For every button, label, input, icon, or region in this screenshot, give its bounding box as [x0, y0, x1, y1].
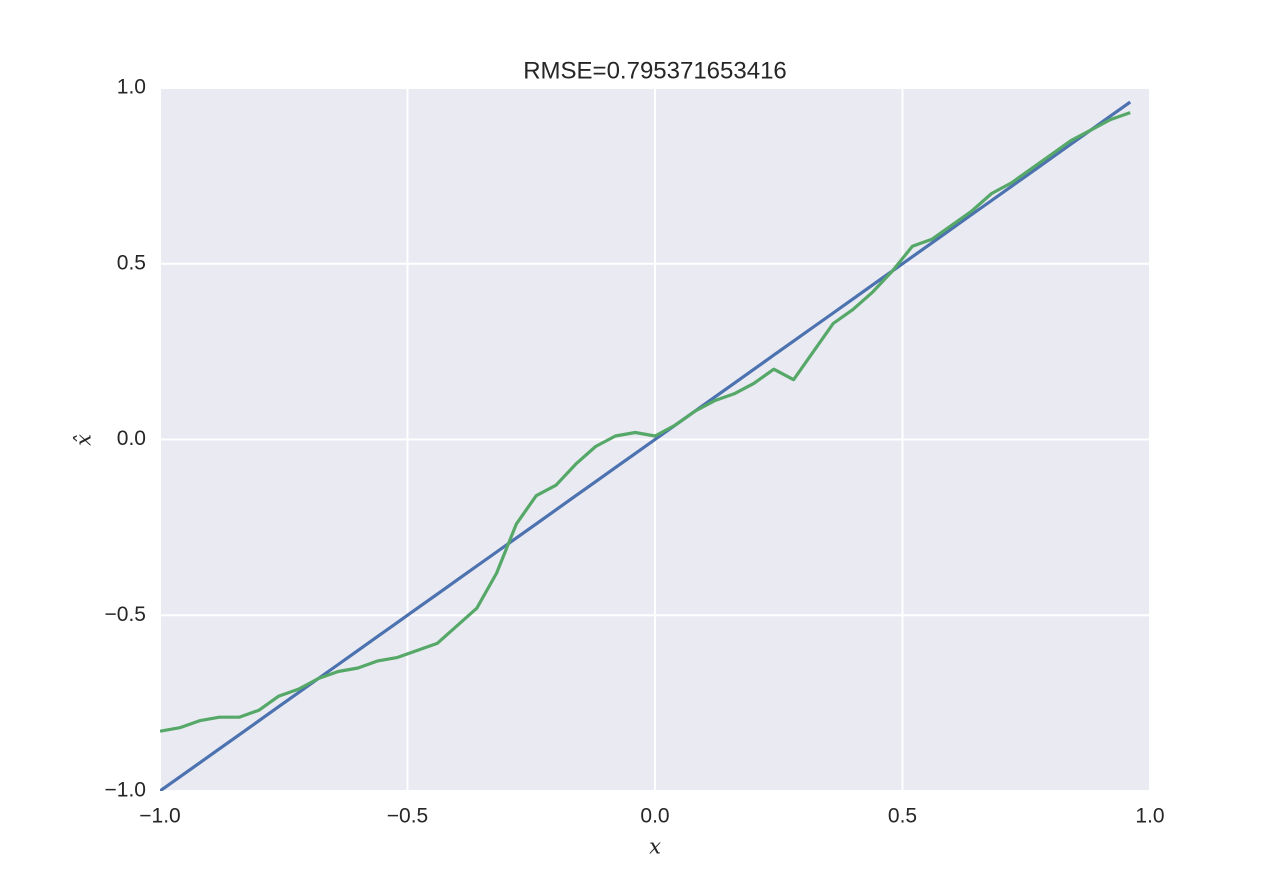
x-tick-label: 0.5 [888, 805, 917, 828]
y-tick-label: 1.0 [117, 76, 146, 99]
y-axis-label: x̂ [72, 434, 96, 446]
x-tick-label: 0.0 [640, 805, 669, 828]
y-tick-label: −1.0 [105, 779, 146, 802]
y-tick-label: 0.0 [117, 427, 146, 450]
x-tick-label: 1.0 [1135, 805, 1164, 828]
y-tick-label: 0.5 [117, 251, 146, 274]
chart-title: RMSE=0.795371653416 [523, 57, 787, 84]
y-tick-label: −0.5 [105, 603, 146, 626]
x-axis-label: x [649, 835, 661, 859]
data-line [160, 111, 1131, 733]
x-tick-label: −0.5 [387, 805, 428, 828]
x-tick-label: −1.0 [139, 805, 180, 828]
